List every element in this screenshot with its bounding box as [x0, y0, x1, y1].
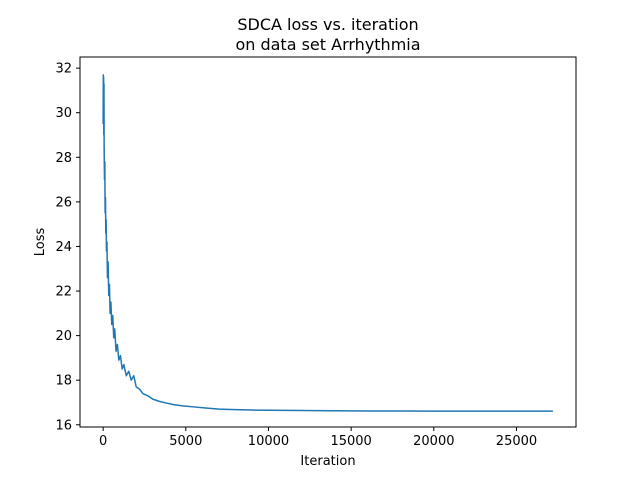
- x-tick-label: 15000: [330, 434, 371, 449]
- x-tick-label: 5000: [169, 434, 202, 449]
- chart-title-line-2: on data set Arrhythmia: [235, 35, 420, 54]
- y-axis: 16 18 20 22 24 26 28 30 32: [55, 62, 80, 433]
- y-tick-label: 30: [55, 106, 72, 121]
- x-axis: 0 5000 10000 15000 20000 25000: [99, 427, 537, 449]
- chart-title-line-1: SDCA loss vs. iteration: [237, 15, 418, 34]
- plot-area: [102, 74, 553, 412]
- x-tick-label: 0: [99, 434, 107, 449]
- y-tick-label: 20: [55, 329, 72, 344]
- x-tick-label: 25000: [496, 434, 537, 449]
- y-axis-label: Loss: [33, 228, 48, 257]
- y-tick-label: 22: [55, 285, 72, 300]
- y-tick-label: 24: [55, 240, 72, 255]
- y-tick-label: 18: [55, 374, 72, 389]
- loss-series-line: [102, 74, 553, 412]
- x-tick-label: 10000: [248, 434, 289, 449]
- y-tick-label: 32: [55, 62, 72, 77]
- x-axis-label: Iteration: [300, 454, 355, 469]
- x-tick-label: 20000: [413, 434, 454, 449]
- y-tick-label: 28: [55, 151, 72, 166]
- y-tick-label: 26: [55, 195, 72, 210]
- plot-frame: [79, 56, 577, 428]
- y-tick-label: 16: [55, 418, 72, 433]
